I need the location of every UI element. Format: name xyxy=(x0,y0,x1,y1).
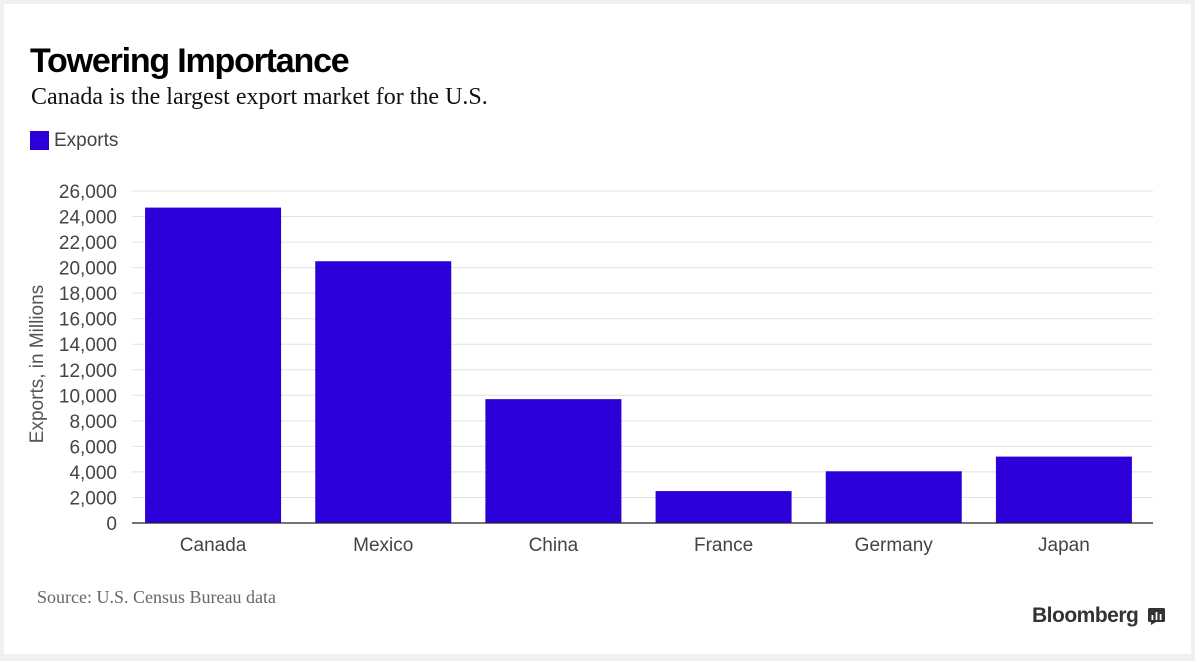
y-axis-ticks: 0 2,000 4,000 6,000 8,000 10,000 12,000 14,000 1… xyxy=(59,182,117,535)
legend-label: Exports xyxy=(54,130,119,151)
bar-chart: 0 2,000 4,000 6,000 8,000 10,000 12,000 14,000 1… xyxy=(27,182,1153,556)
y-tick-label: 18,000 xyxy=(59,284,117,305)
y-tick-label: 14,000 xyxy=(59,335,117,356)
x-category-label: Canada xyxy=(180,535,247,556)
y-tick-label: 24,000 xyxy=(59,208,117,229)
x-category-label: Germany xyxy=(855,535,934,556)
chart-subtitle: Canada is the largest export market for … xyxy=(31,84,488,110)
y-tick-label: 0 xyxy=(106,514,117,535)
bloomberg-terminal-icon xyxy=(1147,607,1165,625)
source-note: Source: U.S. Census Bureau data xyxy=(37,587,276,607)
y-tick-label: 20,000 xyxy=(59,259,117,280)
y-tick-label: 2,000 xyxy=(69,488,117,509)
y-tick-label: 6,000 xyxy=(69,437,117,458)
y-tick-label: 12,000 xyxy=(59,361,117,382)
chart-card: Towering Importance Canada is the larges… xyxy=(4,4,1191,654)
bar-mexico xyxy=(315,261,452,523)
bar-germany xyxy=(825,471,962,523)
y-tick-label: 4,000 xyxy=(69,463,117,484)
chart-title: Towering Importance xyxy=(30,42,350,80)
x-axis-categories: Canada Mexico China France Germany Japan xyxy=(180,535,1090,556)
y-tick-label: 8,000 xyxy=(69,412,117,433)
x-category-label: China xyxy=(529,535,579,556)
y-axis-title: Exports, in Millions xyxy=(27,285,48,443)
bar-canada xyxy=(145,207,282,523)
y-tick-label: 22,000 xyxy=(59,233,117,254)
y-tick-label: 16,000 xyxy=(59,310,117,331)
x-category-label: France xyxy=(694,535,753,556)
x-category-label: Mexico xyxy=(353,535,413,556)
bar-japan xyxy=(995,456,1132,523)
y-tick-label: 26,000 xyxy=(59,182,117,203)
bar-france xyxy=(655,491,792,523)
brand: Bloomberg xyxy=(1032,604,1165,630)
y-tick-label: 10,000 xyxy=(59,386,117,407)
gridlines xyxy=(132,190,1153,498)
bars xyxy=(145,207,1132,523)
brand-name: Bloomberg xyxy=(1032,604,1139,627)
x-category-label: Japan xyxy=(1038,535,1090,556)
legend-swatch xyxy=(30,131,49,150)
bar-china xyxy=(485,399,622,523)
